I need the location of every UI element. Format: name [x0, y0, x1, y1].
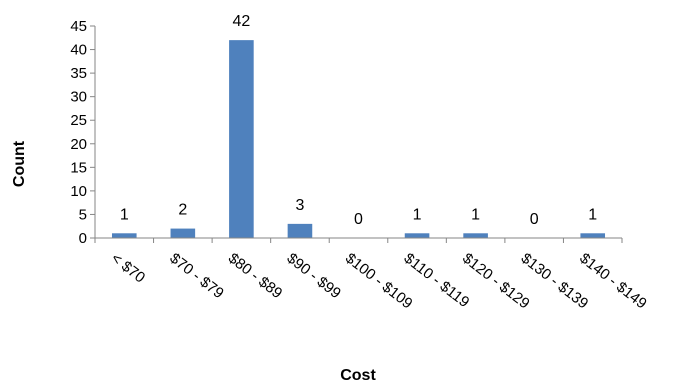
- y-tick-label: 40: [70, 42, 87, 59]
- bar-value-label: 0: [530, 211, 539, 228]
- x-tick-label: $80 - $89: [225, 250, 285, 302]
- bar-value-label: 2: [178, 202, 187, 219]
- x-axis-title: Cost: [340, 367, 376, 384]
- y-tick-label: 25: [70, 112, 87, 129]
- bar-value-label: 1: [413, 206, 422, 223]
- y-axis-ticks: 0 5 10 15 20 25 30 35 40 45: [70, 18, 95, 247]
- x-tick-label: $90 - $99: [283, 250, 343, 302]
- y-tick-label: 45: [70, 18, 87, 35]
- bar: [404, 233, 430, 238]
- bar-value-label: 42: [232, 13, 250, 30]
- bar-value-label: 3: [295, 197, 304, 214]
- data-labels: 1 2 42 3 0 1 1 0 1: [120, 13, 597, 228]
- y-tick-label: 10: [70, 183, 87, 200]
- bar: [229, 40, 254, 239]
- y-tick-label: 0: [79, 230, 87, 247]
- bars: [111, 40, 606, 239]
- bar-value-label: 1: [588, 206, 597, 223]
- y-tick-label: 20: [70, 136, 87, 153]
- bar-value-label: 0: [354, 211, 363, 228]
- y-tick-label: 35: [70, 65, 87, 82]
- x-tick-label: < $70: [108, 250, 148, 287]
- y-tick-label: 15: [70, 159, 87, 176]
- bar: [463, 233, 488, 238]
- x-axis-ticks: < $70 $70 - $79$80 - $89$90 - $99$100 - $…: [94, 238, 650, 312]
- bar: [287, 223, 313, 238]
- bar: [111, 233, 137, 238]
- bar-value-label: 1: [120, 206, 129, 223]
- y-tick-label: 30: [70, 89, 87, 106]
- bar-value-label: 1: [471, 206, 480, 223]
- bar: [170, 228, 196, 238]
- bar: [580, 233, 606, 238]
- x-tick-label: $70 - $79: [166, 250, 226, 302]
- y-axis-title: Count: [11, 140, 28, 187]
- y-tick-label: 5: [79, 206, 87, 223]
